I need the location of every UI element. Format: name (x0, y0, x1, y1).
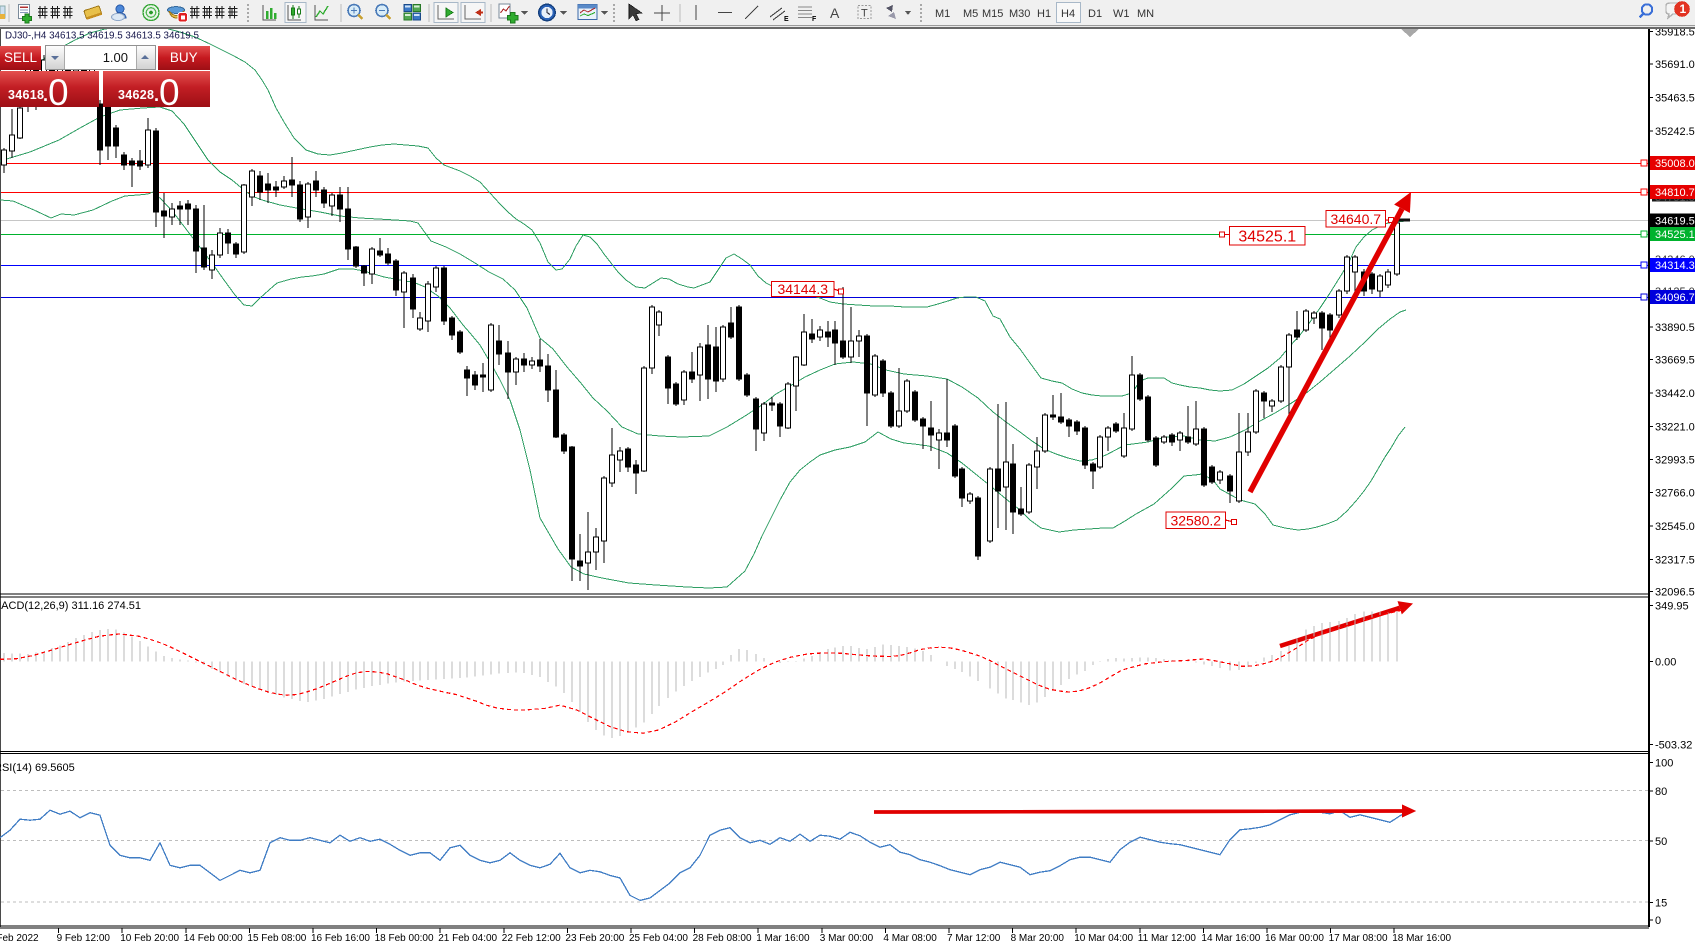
svg-text:H1: H1 (1037, 8, 1051, 20)
svg-text:34619.5: 34619.5 (1655, 216, 1695, 228)
svg-text:M1: M1 (935, 8, 950, 20)
svg-text:DJ30-,H4 34613.5 34619.5 3461: DJ30-,H4 34613.5 34619.5 34613.5 34619.5 (5, 31, 199, 42)
svg-text:0: 0 (1655, 915, 1661, 927)
svg-text:14 Mar 16:00: 14 Mar 16:00 (1201, 933, 1260, 944)
svg-text:35008.0: 35008.0 (1655, 158, 1695, 170)
svg-text:3 Mar 00:00: 3 Mar 00:00 (820, 933, 874, 944)
svg-text:34640.7: 34640.7 (1330, 211, 1381, 227)
svg-text:34525.1: 34525.1 (1238, 229, 1296, 246)
svg-text:33221.0: 33221.0 (1655, 422, 1695, 434)
svg-text:32317.5: 32317.5 (1655, 555, 1695, 567)
svg-text:35463.5: 35463.5 (1655, 93, 1695, 105)
svg-text:MACD(12,26,9) 311.16 274.51: MACD(12,26,9) 311.16 274.51 (0, 600, 141, 612)
svg-text:0.00: 0.00 (1655, 657, 1676, 669)
svg-text:33669.5: 33669.5 (1655, 355, 1695, 367)
svg-text:33890.5: 33890.5 (1655, 322, 1695, 334)
svg-text:100: 100 (1655, 757, 1673, 769)
svg-text:M30: M30 (1009, 8, 1030, 20)
svg-text:1: 1 (1680, 2, 1687, 16)
svg-text:35691.0: 35691.0 (1655, 59, 1695, 71)
svg-text:15 Feb 08:00: 15 Feb 08:00 (247, 933, 306, 944)
svg-text:18 Mar 16:00: 18 Mar 16:00 (1392, 933, 1451, 944)
svg-text:32545.0: 32545.0 (1655, 521, 1695, 533)
svg-text:M5: M5 (963, 8, 978, 20)
svg-text:T: T (861, 8, 868, 20)
svg-text:34314.3: 34314.3 (1655, 260, 1695, 272)
svg-text:21 Feb 04:00: 21 Feb 04:00 (438, 933, 497, 944)
svg-text:8 Feb 2022: 8 Feb 2022 (0, 933, 39, 944)
svg-text:8 Mar 20:00: 8 Mar 20:00 (1011, 933, 1065, 944)
svg-text:D1: D1 (1088, 8, 1102, 20)
svg-text:-503.32: -503.32 (1655, 740, 1692, 752)
svg-text:80: 80 (1655, 786, 1667, 798)
svg-text:17 Mar 08:00: 17 Mar 08:00 (1329, 933, 1388, 944)
svg-text:16 Mar 00:00: 16 Mar 00:00 (1265, 933, 1324, 944)
svg-text:H4: H4 (1061, 8, 1075, 20)
svg-text:16 Feb 16:00: 16 Feb 16:00 (311, 933, 370, 944)
svg-text:34144.3: 34144.3 (777, 281, 828, 297)
svg-text:10 Mar 04:00: 10 Mar 04:00 (1074, 933, 1133, 944)
svg-text:MN: MN (1137, 8, 1154, 20)
svg-text:33442.0: 33442.0 (1655, 388, 1695, 400)
svg-text:15: 15 (1655, 898, 1667, 910)
svg-text:28 Feb 08:00: 28 Feb 08:00 (693, 933, 752, 944)
svg-text:23 Feb 20:00: 23 Feb 20:00 (565, 933, 624, 944)
svg-text:7 Mar 12:00: 7 Mar 12:00 (947, 933, 1001, 944)
svg-text:E: E (784, 16, 789, 23)
svg-text:1 Mar 16:00: 1 Mar 16:00 (756, 933, 810, 944)
svg-text:10 Feb 20:00: 10 Feb 20:00 (120, 933, 179, 944)
svg-text:F: F (812, 16, 817, 23)
svg-text:25 Feb 04:00: 25 Feb 04:00 (629, 933, 688, 944)
svg-text:18 Feb 00:00: 18 Feb 00:00 (375, 933, 434, 944)
svg-text:A: A (830, 5, 840, 21)
svg-text:34096.7: 34096.7 (1655, 292, 1695, 304)
svg-text:4 Mar 08:00: 4 Mar 08:00 (883, 933, 937, 944)
svg-text:14 Feb 00:00: 14 Feb 00:00 (184, 933, 243, 944)
svg-text:50: 50 (1655, 836, 1667, 848)
svg-text:22 Feb 12:00: 22 Feb 12:00 (502, 933, 561, 944)
svg-text:32766.0: 32766.0 (1655, 488, 1695, 500)
svg-text:9 Feb 12:00: 9 Feb 12:00 (57, 933, 111, 944)
svg-text:32096.5: 32096.5 (1655, 587, 1695, 599)
svg-text:349.95: 349.95 (1655, 601, 1689, 613)
svg-text:11 Mar 12:00: 11 Mar 12:00 (1138, 933, 1197, 944)
svg-text:32580.2: 32580.2 (1170, 512, 1221, 528)
svg-text:RSI(14) 69.5605: RSI(14) 69.5605 (0, 762, 75, 774)
svg-text:32993.5: 32993.5 (1655, 454, 1695, 466)
svg-text:34525.1: 34525.1 (1655, 229, 1695, 241)
svg-text:35242.5: 35242.5 (1655, 126, 1695, 138)
svg-text:W1: W1 (1113, 8, 1130, 20)
svg-text:M15: M15 (982, 8, 1003, 20)
svg-text:35918.5: 35918.5 (1655, 26, 1695, 38)
svg-text:34810.7: 34810.7 (1655, 187, 1695, 199)
